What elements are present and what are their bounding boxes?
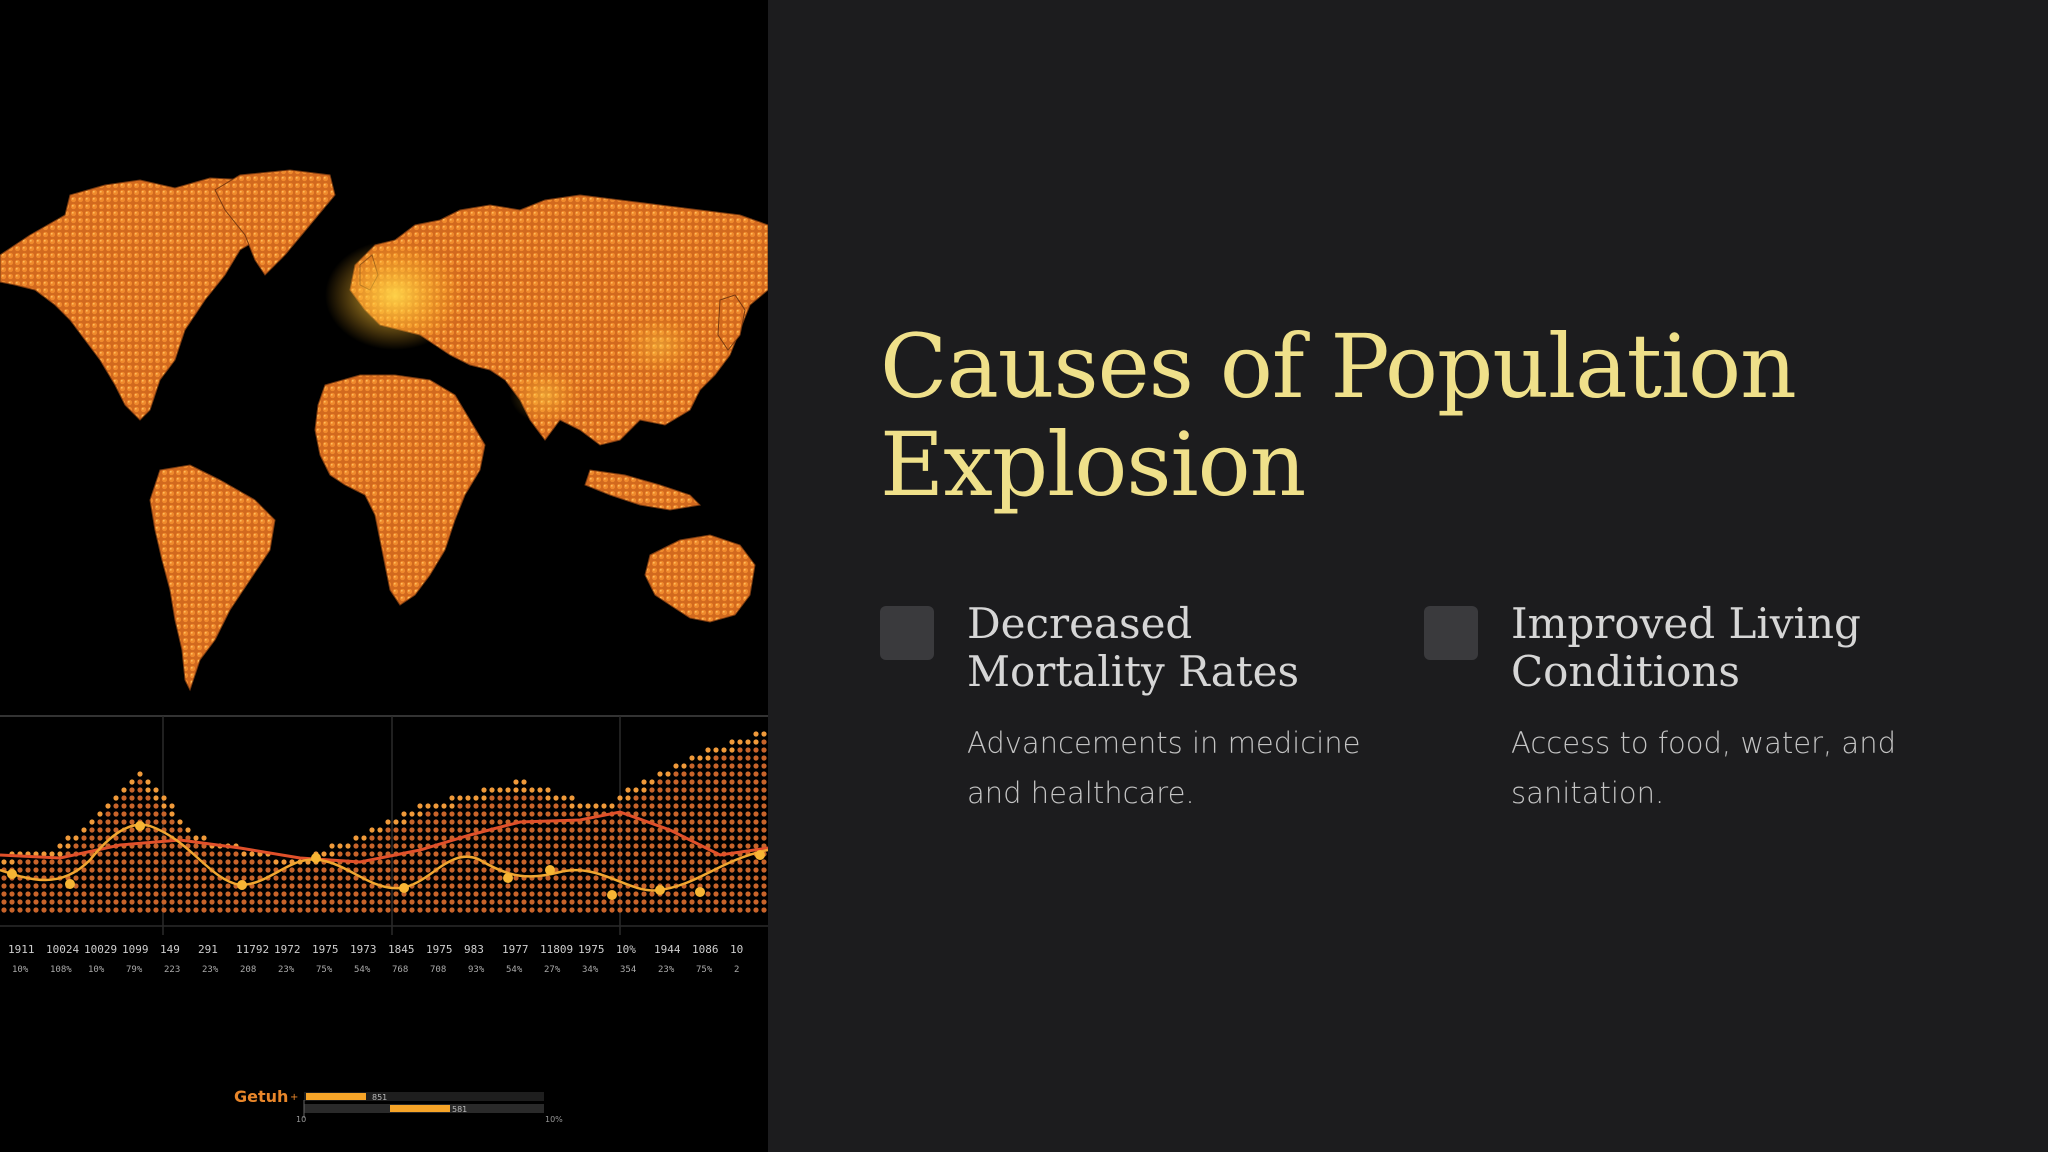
percent-tick-label: 54% bbox=[506, 965, 523, 975]
indonesia-shape bbox=[584, 469, 702, 511]
europe-glow bbox=[325, 240, 465, 350]
legend-label: Getuh bbox=[234, 1087, 288, 1106]
year-tick-label: 1973 bbox=[350, 943, 377, 956]
percent-tick-label: 27% bbox=[544, 965, 561, 975]
percent-tick-label: 93% bbox=[468, 965, 485, 975]
year-tick-label: 1975 bbox=[426, 943, 453, 956]
percent-tick-label: 354 bbox=[620, 965, 636, 975]
greenland-shape bbox=[214, 169, 336, 276]
percent-tick-label: 34% bbox=[582, 965, 599, 975]
percent-tick-label: 10% bbox=[88, 965, 105, 975]
yellow-line-markers bbox=[7, 821, 765, 900]
cause-description: Access to food, water, and sanitation. bbox=[1511, 726, 1896, 810]
year-tick-label: 1944 bbox=[654, 943, 681, 956]
percent-tick-label: 23% bbox=[658, 965, 675, 975]
cause-heading: Decreased Mortality Rates bbox=[967, 599, 1300, 696]
world-map bbox=[0, 169, 768, 692]
percent-tick-label: 223 bbox=[164, 965, 180, 975]
percent-tick-label: 54% bbox=[354, 965, 371, 975]
year-tick-label: 1845 bbox=[388, 943, 415, 956]
year-tick-label: 1911 bbox=[8, 943, 35, 956]
year-tick-label: 10024 bbox=[46, 943, 79, 956]
europe-asia-shape bbox=[349, 194, 768, 446]
year-tick-label: 149 bbox=[160, 943, 180, 956]
south-america-shape bbox=[149, 464, 276, 692]
year-tick-label: 1975 bbox=[312, 943, 339, 956]
percent-tick-label: 75% bbox=[696, 965, 713, 975]
year-tick-label: 10029 bbox=[84, 943, 117, 956]
percent-tick-label: 708 bbox=[430, 965, 446, 975]
year-tick-label: 11809 bbox=[540, 943, 573, 956]
cause-description: Advancements in medicine and healthcare. bbox=[967, 726, 1361, 810]
illustration-canvas: 1911 10024 10029 1099 149 291 11792 1972 1975 197… bbox=[0, 169, 768, 1124]
australia-shape bbox=[644, 534, 756, 623]
year-tick-label: 291 bbox=[198, 943, 218, 956]
east-asia-glow bbox=[620, 315, 700, 375]
year-tick-label: 11792 bbox=[236, 943, 269, 956]
slide-title: Causes of Population Explosion bbox=[880, 315, 1797, 516]
year-tick-label: 1975 bbox=[578, 943, 605, 956]
legend-max-label: 10% bbox=[545, 1115, 563, 1124]
axis-labels: 1911 10024 10029 1099 149 291 11792 1972 1975 197… bbox=[8, 943, 743, 975]
yellow-trend-line bbox=[0, 823, 768, 892]
percent-tick-label: 75% bbox=[316, 965, 333, 975]
percent-tick-label: 79% bbox=[126, 965, 143, 975]
india-glow bbox=[510, 367, 580, 423]
year-tick-label: 1099 bbox=[122, 943, 149, 956]
north-america-shape bbox=[0, 177, 281, 421]
year-tick-label: 10% bbox=[616, 943, 636, 956]
square-bullet-icon bbox=[880, 606, 934, 660]
legend-bar-2 bbox=[390, 1105, 450, 1112]
percent-tick-label: 23% bbox=[278, 965, 295, 975]
percent-tick-label: 108% bbox=[50, 965, 72, 975]
cause-heading: Improved Living Conditions bbox=[1511, 599, 1861, 696]
trend-chart bbox=[0, 715, 768, 935]
year-tick-label: 983 bbox=[464, 943, 484, 956]
year-tick-label: 1972 bbox=[274, 943, 301, 956]
percent-tick-label: 10% bbox=[12, 965, 29, 975]
legend-min-label: 10 bbox=[296, 1115, 306, 1124]
legend-bar-1 bbox=[306, 1093, 366, 1100]
square-bullet-icon bbox=[1424, 606, 1478, 660]
legend: Getuh + 851 581 10 10% bbox=[234, 1087, 563, 1124]
red-trend-line bbox=[0, 810, 768, 864]
year-tick-label: 1977 bbox=[502, 943, 529, 956]
africa-shape bbox=[314, 374, 486, 606]
japan-shape bbox=[717, 294, 746, 351]
legend-track-1 bbox=[304, 1092, 544, 1101]
percent-tick-label: 23% bbox=[202, 965, 219, 975]
svg-text:+: + bbox=[290, 1092, 298, 1103]
legend-bar-1-value: 851 bbox=[372, 1093, 387, 1102]
year-tick-label: 10 bbox=[730, 943, 743, 956]
legend-bar-2-value: 581 bbox=[452, 1105, 467, 1114]
percent-tick-label: 208 bbox=[240, 965, 256, 975]
percent-tick-label: 2 bbox=[734, 965, 739, 975]
percent-tick-label: 768 bbox=[392, 965, 408, 975]
world-population-illustration: 1911 10024 10029 1099 149 291 11792 1972 1975 197… bbox=[0, 0, 768, 1152]
year-tick-label: 1086 bbox=[692, 943, 719, 956]
